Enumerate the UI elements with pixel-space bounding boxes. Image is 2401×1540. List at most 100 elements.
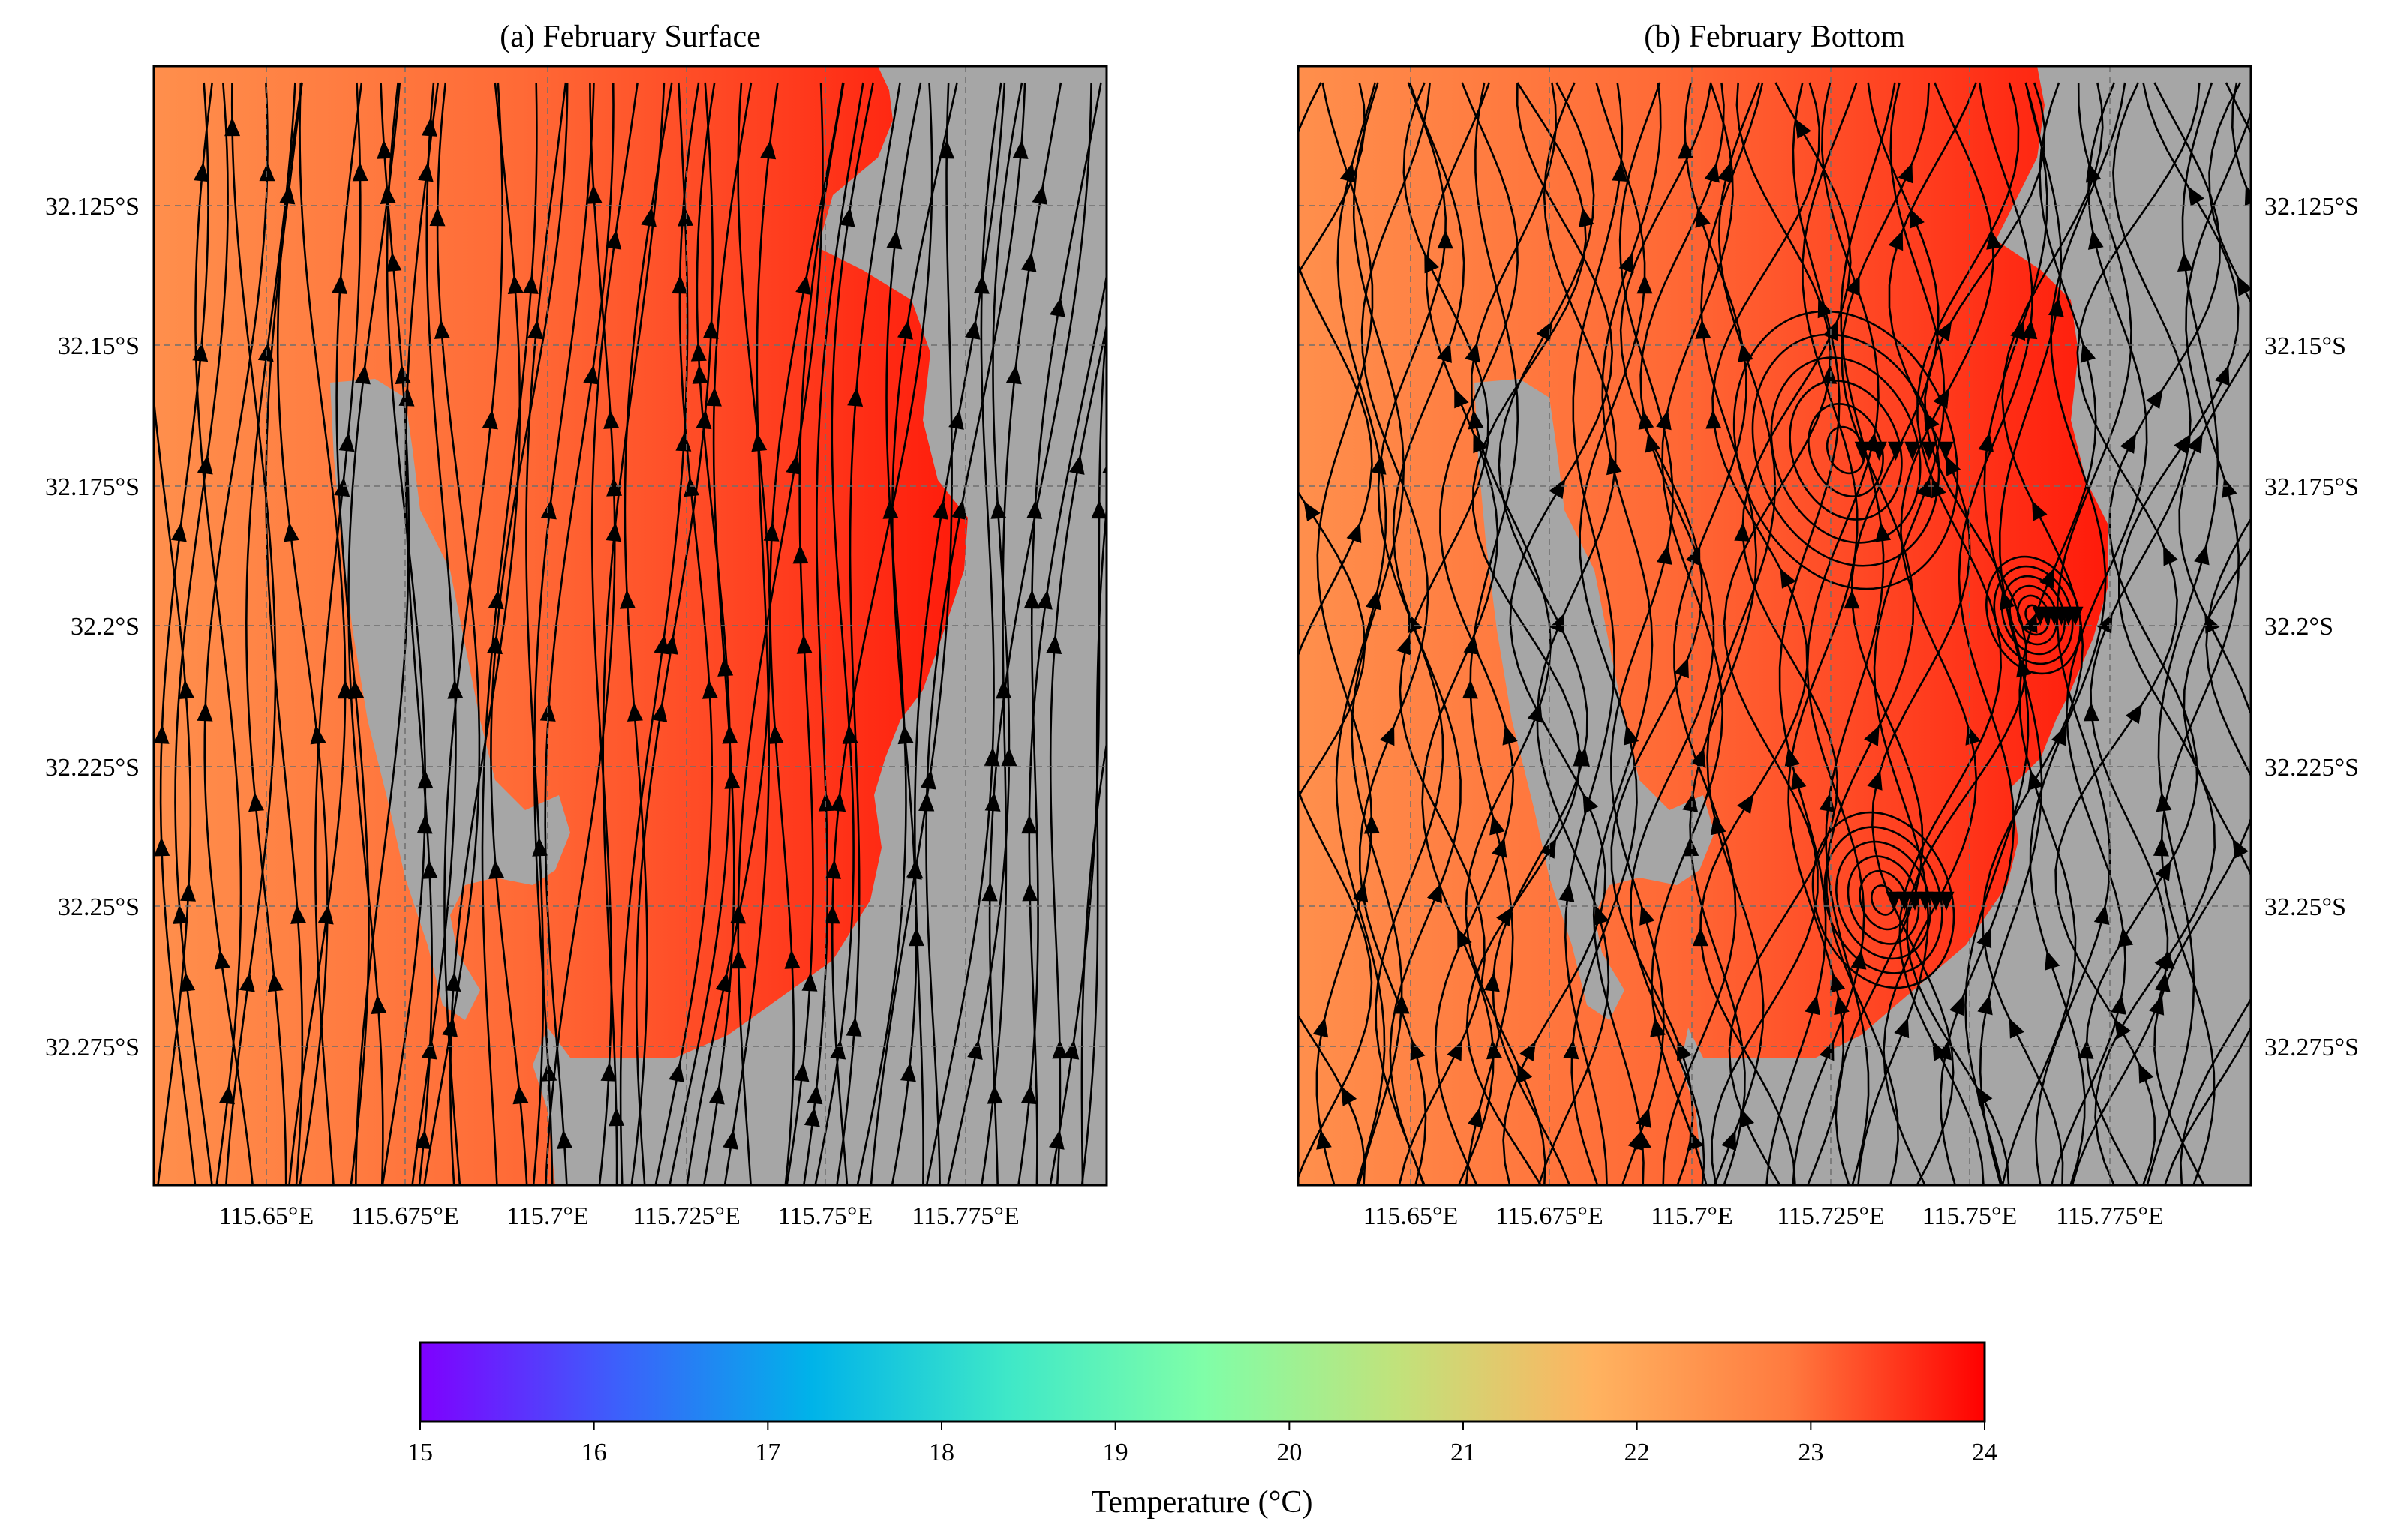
flow-arrow-icon	[248, 792, 264, 812]
flow-arrow-icon	[1277, 162, 1293, 182]
flow-arrow-icon	[1173, 252, 1189, 272]
streamline	[2180, 82, 2251, 1185]
flow-arrow-icon	[1091, 500, 1107, 519]
flow-arrow-icon	[1558, 882, 1575, 902]
eddy-streamline	[1847, 855, 1920, 945]
streamline	[602, 82, 666, 1185]
flow-arrow-icon	[886, 230, 903, 250]
flow-arrow-icon	[807, 1085, 823, 1105]
flow-arrow-icon	[1685, 545, 1701, 566]
flow-arrow-icon	[1817, 298, 1833, 319]
flow-arrow-icon	[651, 702, 668, 722]
flow-arrow-icon	[2214, 365, 2230, 386]
flow-arrow-icon	[1910, 208, 1925, 229]
flow-arrow-icon	[669, 1062, 684, 1082]
flow-arrow-icon	[981, 882, 998, 902]
streamline	[769, 82, 844, 1185]
flow-arrow-icon	[1574, 747, 1591, 767]
flow-arrow-icon	[557, 1130, 573, 1149]
streamline	[194, 82, 242, 1185]
panel-a-ytick: 32.175°S	[45, 473, 140, 501]
flow-arrow-icon	[1627, 1130, 1643, 1151]
flow-arrow-icon	[380, 185, 396, 204]
flow-arrow-icon	[824, 905, 840, 924]
streamline	[2160, 110, 2251, 1185]
flow-arrow-icon	[507, 275, 524, 294]
flow-arrow-icon	[488, 860, 505, 879]
flow-arrow-icon	[1921, 441, 1937, 461]
panel-a-ytick: 32.225°S	[45, 754, 140, 782]
flow-arrow-icon	[990, 500, 1007, 519]
flow-arrow-icon	[1312, 1017, 1329, 1038]
flow-arrow-icon	[846, 1017, 862, 1037]
streamline	[1465, 82, 1558, 1185]
streamline	[1080, 499, 1107, 1185]
flow-arrow-icon	[2083, 702, 2099, 722]
flow-arrow-icon	[2174, 434, 2191, 455]
flow-arrow-icon	[786, 455, 802, 475]
eddy-streamline	[1808, 403, 1884, 497]
panel-a-water	[154, 66, 968, 1185]
flow-arrow-icon	[488, 590, 504, 610]
flow-arrow-icon	[179, 972, 196, 992]
flow-arrow-icon	[1582, 793, 1599, 814]
flow-arrow-icon	[1483, 972, 1500, 992]
flow-arrow-icon	[2085, 162, 2102, 183]
streamline	[737, 82, 824, 1185]
panel-b-ytick: 32.2°S	[2264, 613, 2333, 641]
flow-arrow-icon	[724, 770, 741, 789]
panel-b-title: (b) February Bottom	[1644, 20, 1905, 54]
flow-arrow-icon	[1517, 1063, 1533, 1084]
flow-arrow-icon	[1137, 230, 1153, 250]
flow-arrow-icon	[1721, 1130, 1736, 1151]
streamline	[411, 82, 457, 1185]
flow-arrow-icon	[1682, 792, 1699, 812]
streamline	[814, 82, 874, 1185]
flow-arrow-icon	[1904, 441, 1921, 461]
flow-arrow-icon	[908, 927, 924, 947]
eddy-streamline	[1993, 565, 2074, 665]
flow-arrow-icon	[334, 477, 350, 497]
flow-arrow-icon	[1001, 747, 1017, 767]
flow-arrow-icon	[1502, 725, 1518, 746]
flow-arrow-icon	[1486, 1040, 1502, 1060]
flow-arrow-icon	[386, 252, 402, 272]
flow-arrow-icon	[1437, 230, 1453, 249]
flow-arrow-icon	[192, 342, 209, 362]
flow-arrow-icon	[2087, 230, 2104, 250]
panel-a-xtick: 115.675°E	[351, 1202, 459, 1230]
flow-arrow-icon	[897, 320, 913, 340]
streamline	[1028, 270, 1107, 1185]
flow-arrow-icon	[1473, 433, 1488, 454]
flow-arrow-icon	[1734, 522, 1750, 542]
flow-arrow-icon	[1465, 342, 1480, 363]
flow-arrow-icon	[1037, 590, 1053, 610]
flow-arrow-icon	[1657, 545, 1672, 565]
flow-arrow-icon	[1931, 478, 1946, 499]
streamline	[245, 82, 296, 1185]
flow-arrow-icon	[751, 432, 768, 452]
panel-a-xtick: 115.725°E	[633, 1202, 741, 1230]
flow-arrow-icon	[1131, 545, 1147, 565]
flow-arrow-icon	[1063, 1040, 1080, 1060]
streamline	[836, 82, 901, 1185]
flow-arrow-icon	[967, 1040, 983, 1060]
panel-a-ytick: 32.25°S	[58, 893, 140, 921]
flow-arrow-icon	[338, 432, 355, 452]
flow-arrow-icon	[2155, 860, 2171, 881]
flow-arrow-icon	[1579, 207, 1594, 228]
flow-arrow-icon	[1784, 747, 1800, 768]
streamline	[2029, 82, 2126, 1185]
flow-arrow-icon	[1717, 162, 1733, 183]
flow-arrow-icon	[722, 725, 738, 744]
streamline	[831, 82, 933, 1185]
panel-b-xtick: 115.775°E	[2056, 1202, 2164, 1230]
flow-arrow-icon	[830, 1040, 846, 1060]
streamline	[803, 82, 864, 1185]
flow-arrow-icon	[447, 680, 464, 699]
flow-arrow-icon	[1050, 297, 1065, 317]
flow-arrow-icon	[154, 837, 170, 857]
streamline	[1564, 82, 1624, 1185]
flow-arrow-icon	[267, 972, 284, 992]
flow-arrow-icon	[1888, 230, 1904, 251]
